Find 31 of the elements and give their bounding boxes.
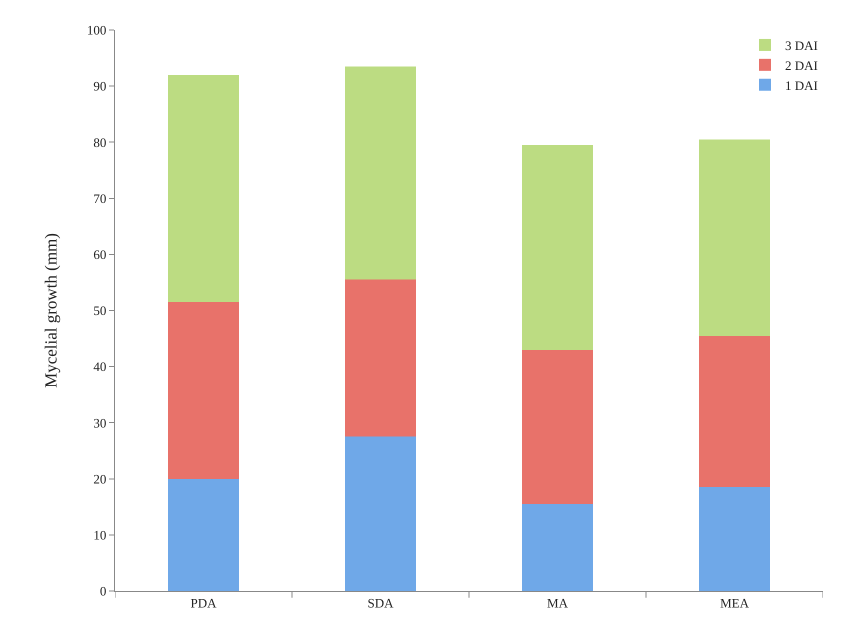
y-tick-label: 50 (93, 303, 106, 318)
y-tick-label: 60 (93, 246, 106, 262)
bar (168, 302, 239, 479)
x-tick-label: SDA (367, 596, 394, 611)
y-tick-label: 80 (93, 134, 106, 150)
bar (522, 350, 593, 504)
y-tick-label: 70 (93, 190, 106, 206)
y-tick-label: 0 (100, 584, 106, 599)
bar (522, 145, 593, 350)
bar (168, 74, 239, 302)
y-tick-label: 40 (93, 359, 106, 374)
bar (345, 280, 416, 437)
legend-label: 3 DAI (785, 38, 818, 54)
y-tick-label: 10 (93, 527, 106, 542)
y-tick-label: 30 (93, 415, 106, 430)
x-tick-label: PDA (190, 596, 218, 611)
bar (699, 336, 770, 488)
bar (345, 66, 416, 280)
legend-label: 2 DAI (785, 58, 818, 73)
bar (699, 487, 770, 591)
bar (168, 478, 239, 591)
x-tick-label: MEA (720, 596, 750, 611)
y-axis-title: Mycelial growth (mm) (41, 233, 60, 388)
bar (699, 139, 770, 336)
bar (345, 436, 416, 591)
x-tick-label: MA (547, 596, 569, 611)
bar (522, 504, 593, 591)
legend-label: 1 DAI (785, 78, 818, 93)
y-tick-label: 90 (93, 78, 106, 94)
y-tick-label: 100 (86, 22, 106, 38)
y-tick-label: 20 (93, 471, 106, 486)
